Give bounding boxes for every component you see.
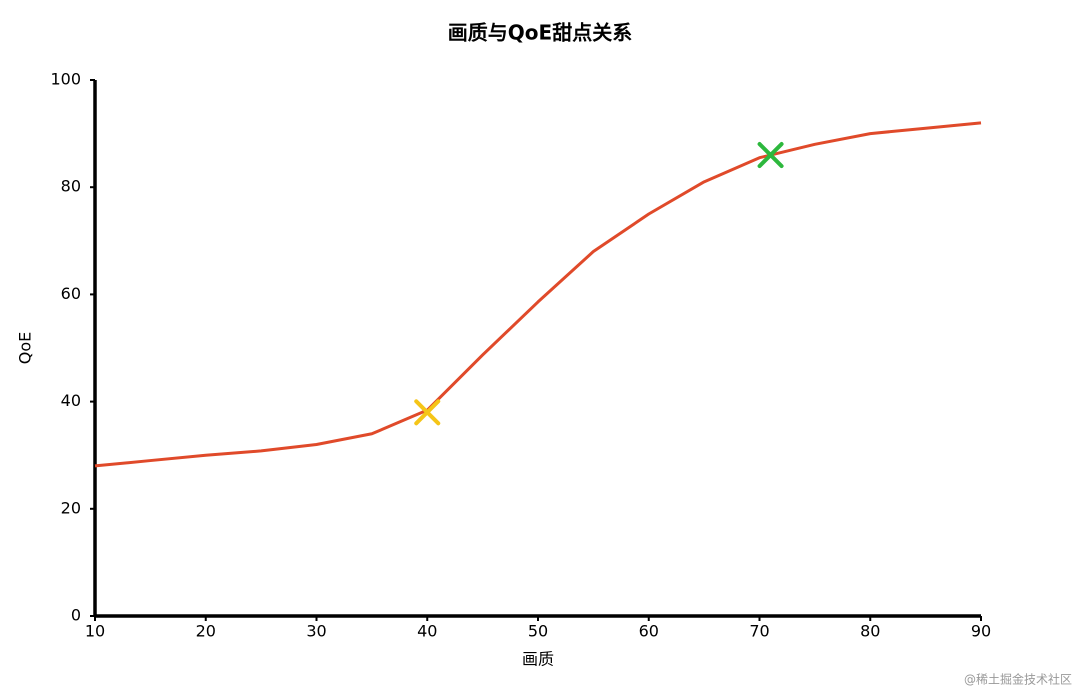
y-tick-label: 60 — [61, 284, 81, 303]
marker-stroke — [414, 399, 441, 426]
x-tick-label: 40 — [417, 622, 437, 641]
data-line — [94, 121, 982, 468]
y-tick-label: 20 — [61, 498, 81, 517]
y-tick-label: 100 — [50, 70, 81, 89]
x-tick-label: 20 — [196, 622, 216, 641]
x-axis-label: 画质 — [522, 650, 554, 669]
highlight-marker — [414, 399, 441, 426]
y-tick-label: 0 — [71, 606, 81, 625]
y-axis-label: QoE — [16, 332, 35, 365]
y-tick-label: 40 — [61, 391, 81, 410]
x-tick-label: 70 — [749, 622, 769, 641]
x-tick-label: 90 — [971, 622, 991, 641]
watermark: @稀土掘金技术社区 — [964, 672, 1072, 687]
x-tick-label: 10 — [85, 622, 105, 641]
highlight-marker — [757, 142, 784, 169]
x-tick-label: 60 — [639, 622, 659, 641]
y-tick-label: 80 — [61, 177, 81, 196]
x-tick-label: 30 — [306, 622, 326, 641]
marker-stroke — [757, 142, 784, 169]
x-tick-label: 50 — [528, 622, 548, 641]
x-tick-label: 80 — [860, 622, 880, 641]
chart-title: 画质与QoE甜点关系 — [448, 21, 632, 45]
